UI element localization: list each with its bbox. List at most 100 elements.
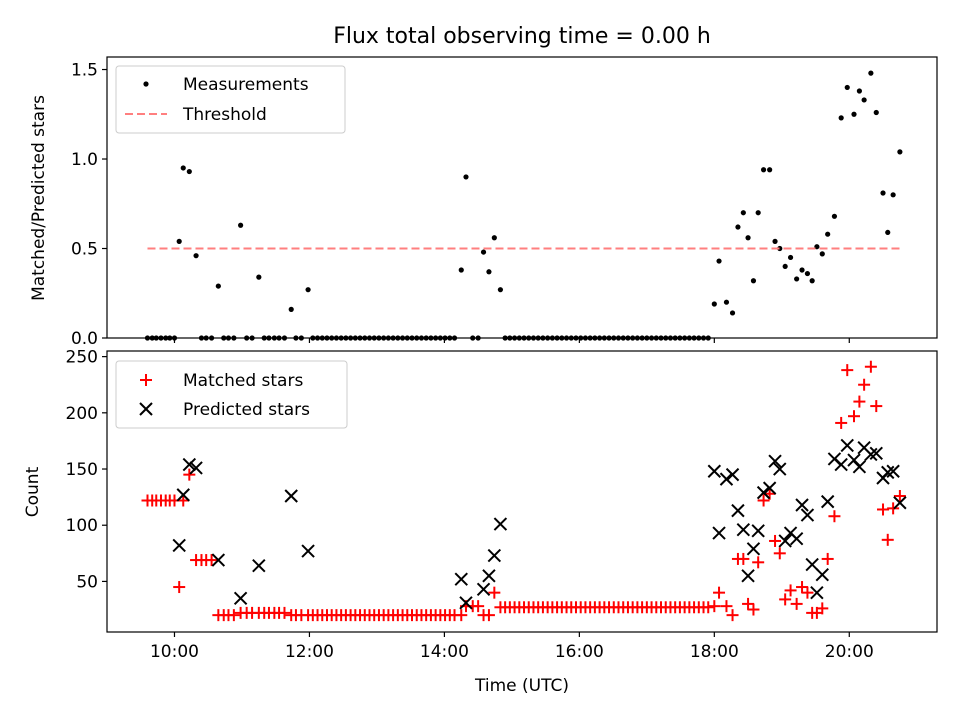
matched-star-point — [853, 395, 866, 408]
top-ylabel: Matched/Predicted stars — [29, 95, 49, 301]
matched-star-point — [779, 593, 792, 606]
legend-measurements-label: Measurements — [183, 75, 309, 95]
measurement-point — [597, 335, 603, 341]
measurement-point — [606, 335, 612, 341]
measurement-point — [809, 278, 815, 284]
measurement-point — [491, 235, 497, 241]
measurement-point — [276, 335, 282, 341]
measurement-point — [644, 335, 650, 341]
measurement-point — [486, 269, 492, 275]
measurement-point — [225, 335, 232, 341]
predicted-star-point — [233, 591, 248, 605]
measurement-point — [329, 335, 335, 341]
predicted-star-point — [795, 498, 809, 512]
y-tick-label: 250 — [66, 348, 98, 368]
measurement-point — [782, 263, 788, 270]
measurement-point — [404, 335, 410, 341]
x-tick-label: 18:00 — [690, 642, 739, 662]
measurement-point — [639, 335, 645, 341]
measurement-point — [700, 335, 707, 341]
measurement-point — [890, 192, 896, 198]
measurement-point — [885, 229, 891, 236]
bottom-plot-area — [141, 360, 907, 622]
measurement-point — [511, 335, 518, 341]
measurement-point — [897, 149, 903, 155]
measurement-point — [261, 335, 267, 341]
measurement-point — [767, 167, 773, 173]
predicted-star-point — [211, 553, 226, 567]
measurement-point — [735, 224, 741, 230]
measurement-point — [366, 335, 373, 341]
measurement-point — [319, 335, 325, 341]
matched-star-point — [205, 554, 218, 567]
measurement-point — [601, 335, 607, 341]
matched-star-point — [835, 416, 848, 429]
top-legend: Measurements Threshold — [115, 65, 346, 134]
measurement-point — [333, 335, 340, 341]
bottom-axis-ticks: 50 100 150 200 250 10:00 12:00 14:00 16:00 18:00 2… — [66, 348, 874, 662]
measurement-point — [144, 335, 151, 341]
measurement-point — [352, 335, 358, 341]
matched-star-point — [472, 600, 485, 613]
predicted-star-point — [815, 567, 829, 582]
matched-star-point — [737, 552, 750, 565]
predicted-star-point — [864, 447, 878, 462]
measurement-point — [507, 335, 513, 341]
matched-star-point — [726, 609, 739, 622]
measurement-point — [437, 335, 443, 341]
measurement-point — [376, 335, 382, 341]
matched-star-point — [173, 581, 186, 594]
measurement-point — [760, 167, 767, 173]
measurement-point — [772, 238, 778, 244]
measurement-point — [298, 335, 304, 341]
predicted-star-point — [741, 569, 755, 583]
measurement-point — [343, 335, 349, 341]
measurement-point — [249, 335, 255, 341]
matched-star-point — [881, 533, 894, 546]
matched-star-point — [488, 586, 501, 599]
measurement-point — [819, 251, 825, 257]
measurement-point — [470, 335, 476, 341]
measurement-point — [371, 335, 377, 341]
measurement-point — [193, 253, 199, 259]
matched-star-point — [858, 378, 871, 391]
matched-star-point — [864, 360, 877, 373]
measurement-point — [559, 335, 565, 341]
measurement-point — [856, 88, 862, 94]
measurement-point — [418, 335, 425, 341]
measurement-point — [502, 335, 508, 341]
measurement-point — [480, 249, 487, 255]
predicted-star-point — [493, 517, 508, 531]
measurement-point — [357, 335, 363, 341]
matched-star-point — [841, 364, 854, 377]
matched-star-point — [752, 556, 765, 569]
y-tick-label: 200 — [66, 404, 98, 424]
predicted-star-point — [840, 438, 854, 453]
matched-star-point — [177, 494, 190, 507]
measurement-point — [696, 335, 702, 341]
predicted-star-point — [746, 542, 761, 556]
legend-predicted-label: Predicted stars — [183, 400, 310, 420]
measurement-point — [799, 267, 805, 273]
top-plot-area — [144, 70, 903, 341]
measurement-point — [521, 335, 527, 341]
measurement-point — [615, 335, 622, 341]
measurement-point — [825, 231, 831, 237]
measurement-point — [215, 283, 221, 289]
measurement-point — [231, 335, 237, 341]
predicted-star-point — [800, 508, 815, 522]
measurement-point — [582, 335, 589, 341]
measurement-point — [414, 335, 420, 341]
matched-star-point — [887, 502, 900, 515]
measurement-point — [873, 109, 879, 116]
predicted-star-point — [805, 557, 819, 572]
measurement-point — [180, 165, 186, 171]
matched-star-point — [278, 606, 291, 619]
predicted-star-point — [810, 585, 824, 600]
y-tick-label: 1.0 — [71, 150, 98, 170]
predicted-star-point — [482, 569, 496, 583]
measurement-point — [198, 335, 205, 341]
predicted-star-point — [182, 457, 197, 472]
measurement-point — [750, 278, 757, 284]
matched-star-point — [790, 597, 803, 610]
